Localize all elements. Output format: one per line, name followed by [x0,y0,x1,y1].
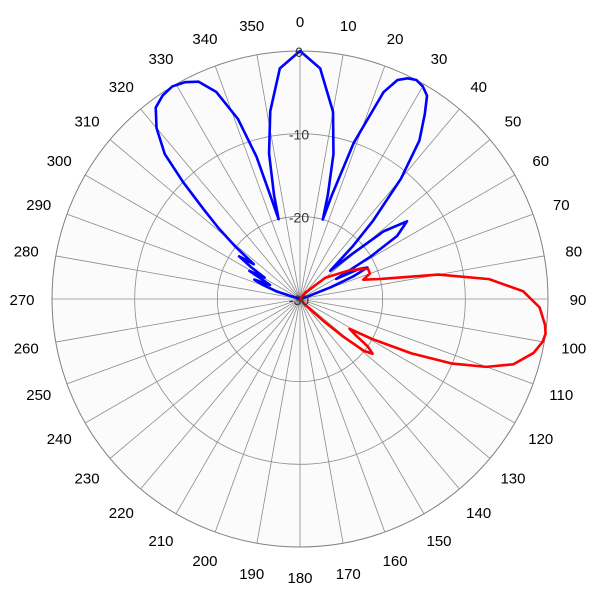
spoke-20 [299,65,386,300]
spoke-200 [214,298,301,533]
angle-tick-label: 310 [75,113,100,130]
polar-grid [52,51,548,547]
angle-tick-label: 50 [505,113,522,130]
angle-tick-label: 210 [148,533,173,550]
angle-tick-label: 330 [148,51,173,68]
angle-tick-label: 40 [470,79,487,96]
angle-tick-label: 20 [387,31,404,48]
angle-tick-label: 100 [561,340,586,357]
spoke-240 [85,298,301,424]
angle-tick-label: 350 [239,18,264,35]
radial-tick-label: -10 [289,127,309,143]
spoke-10 [299,54,344,300]
angle-tick-label: 240 [47,431,72,448]
angle-tick-label: 70 [553,197,570,214]
spoke-150 [299,298,425,514]
angle-tick-label: 110 [549,387,573,404]
angle-tick-label: 270 [9,292,34,309]
spoke-30 [299,84,425,300]
angle-tick-label: 0 [296,14,304,31]
angle-tick-label: 320 [109,79,134,96]
grid-ring-1 [134,133,466,465]
radial-tick-labels: 0 -10 -20 -30 [289,44,309,308]
angle-tick-label: 200 [192,553,217,570]
angle-tick-label: 280 [14,244,39,261]
spoke-50 [299,139,491,300]
radial-tick-label: -20 [289,209,309,225]
angle-tick-labels: 0 10 20 30 40 50 60 70 80 90 100 110 120 130 140 150 160… [9,14,586,587]
angle-tick-label: 10 [340,18,357,35]
spoke-220 [140,298,301,490]
spoke-130 [299,298,491,459]
spoke-310 [109,139,301,300]
spoke-260 [55,298,301,343]
spoke-320 [140,108,301,300]
angle-tick-label: 150 [426,533,451,550]
angle-tick-label: 290 [26,197,51,214]
series-layer [154,49,547,369]
angle-tick-label: 170 [336,566,361,583]
angle-tick-label: 160 [383,553,408,570]
angle-tick-label: 220 [109,505,134,522]
grid-ring-2 [216,215,384,383]
spoke-70 [299,213,534,300]
spoke-250 [66,298,301,385]
angle-tick-label: 260 [14,340,39,357]
angle-tick-label: 190 [239,566,264,583]
radial-tick-label: -30 [289,292,309,308]
spoke-190 [256,298,301,544]
spoke-160 [299,298,386,533]
spoke-140 [299,298,460,490]
angle-tick-label: 300 [47,153,72,170]
angle-tick-label: 340 [192,31,217,48]
angle-tick-label: 230 [75,471,100,488]
spoke-210 [175,298,301,514]
spoke-340 [214,65,301,300]
angle-tick-label: 130 [500,471,525,488]
angle-tick-label: 140 [466,505,491,522]
angle-tick-label: 120 [528,431,553,448]
angle-tick-label: 30 [431,51,448,68]
spoke-350 [256,54,301,300]
spoke-280 [55,255,301,300]
radial-tick-label: 0 [295,44,303,60]
angle-tick-label: 250 [26,387,51,404]
spoke-40 [299,108,460,300]
spoke-80 [299,255,545,300]
angle-tick-label: 90 [570,292,587,309]
angle-tick-label: 80 [565,244,582,261]
spoke-230 [109,298,301,459]
spoke-170 [299,298,344,544]
angle-tick-label: 60 [532,153,549,170]
spoke-100 [299,298,545,343]
series-line-1 [298,267,547,369]
spoke-330 [175,84,301,300]
spoke-110 [299,298,534,385]
angle-tick-label: 180 [287,570,312,587]
spoke-120 [299,298,515,424]
